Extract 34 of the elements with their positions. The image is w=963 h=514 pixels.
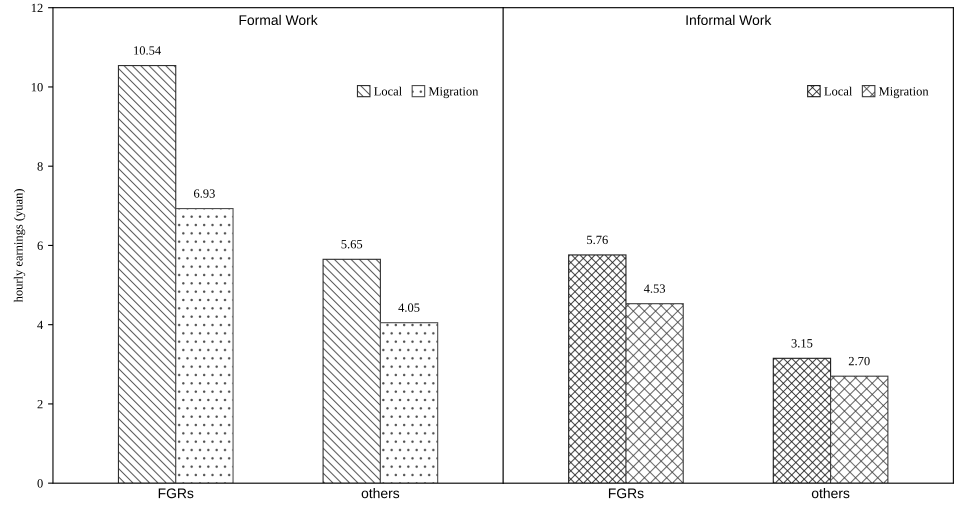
data-label: 10.54 <box>134 46 161 55</box>
legend-label: Local <box>824 86 852 96</box>
x-tick-label: FGRs <box>608 488 644 498</box>
data-label: 6.93 <box>194 189 215 198</box>
y-tick-label: 10 <box>32 82 43 92</box>
data-label: 2.70 <box>848 356 870 366</box>
y-tick-label: 0 <box>37 479 43 488</box>
bar <box>118 65 176 484</box>
x-tick-label: others <box>812 488 850 498</box>
chart-title: Formal Work <box>240 14 318 26</box>
bar <box>568 254 627 484</box>
data-label: 4.05 <box>398 303 420 312</box>
data-label: 3.15 <box>792 339 812 348</box>
bar <box>175 208 234 484</box>
legend-label: Local <box>374 86 402 96</box>
legend-label: Migration <box>878 87 928 98</box>
y-tick-label: 4 <box>37 320 44 330</box>
data-label: 5.65 <box>342 240 362 248</box>
bar <box>830 376 888 484</box>
y-tick-label: 2 <box>38 400 43 408</box>
y-tick-label: 8 <box>37 162 43 171</box>
bar <box>625 303 684 484</box>
bar <box>772 358 832 484</box>
x-tick-label: others <box>362 488 400 498</box>
y-tick-label: 12 <box>32 4 43 12</box>
data-label: 4.53 <box>644 284 666 293</box>
legend-label: Migration <box>428 87 478 98</box>
chart-title: Informal Work <box>686 14 772 26</box>
bar <box>380 322 438 484</box>
x-tick-label: FGRs <box>158 488 194 498</box>
data-label: 5.76 <box>587 236 608 244</box>
bar <box>322 258 381 484</box>
y-axis-title: hourly earnings (yuan) <box>14 189 26 302</box>
y-tick-label: 6 <box>38 241 43 250</box>
